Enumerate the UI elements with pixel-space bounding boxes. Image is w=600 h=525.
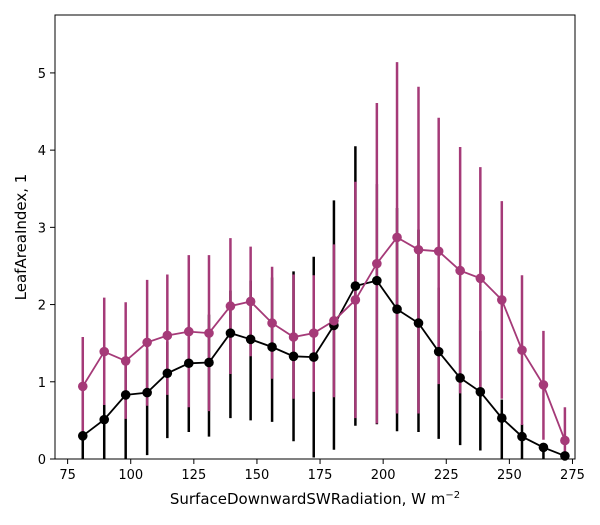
point-s2-13 [350, 295, 361, 305]
point-s1-0 [77, 431, 88, 441]
point-s2-17 [433, 246, 444, 257]
series-line-2 [82, 236, 566, 441]
point-s2-22 [538, 380, 549, 390]
point-s2-21 [517, 345, 527, 355]
point-s2-12 [329, 315, 339, 326]
point-s2-18 [455, 265, 465, 276]
y-tick-label-1: 1 [38, 376, 46, 391]
point-s2-19 [475, 273, 486, 284]
point-s1-23 [560, 451, 570, 461]
x-tick-label-250: 250 [497, 468, 522, 483]
point-s1-11 [308, 352, 319, 362]
point-s1-2 [120, 390, 131, 400]
y-tick-label-3: 3 [38, 221, 46, 236]
point-s2-2 [120, 356, 131, 366]
point-s1-15 [392, 304, 402, 314]
point-s2-14 [372, 258, 382, 269]
x-tick-label-275: 275 [560, 468, 585, 483]
point-s2-5 [183, 326, 194, 337]
point-s1-20 [496, 413, 507, 423]
x-tick-label-175: 175 [308, 468, 333, 483]
y-tick-label-5: 5 [38, 67, 46, 82]
point-s2-10 [288, 332, 299, 342]
point-s1-19 [475, 387, 486, 397]
point-s1-6 [204, 357, 214, 368]
x-tick-label-100: 100 [118, 468, 143, 483]
x-tick-label-125: 125 [181, 468, 206, 483]
point-s2-11 [308, 328, 319, 338]
y-axis-label: LeafAreaIndex, 1 [12, 174, 30, 301]
point-s1-13 [350, 281, 361, 291]
x-axis-label: SurfaceDownwardSWRadiation, W m−2 [170, 490, 460, 508]
x-tick-label-200: 200 [371, 468, 396, 483]
point-s2-8 [245, 296, 256, 307]
point-s1-22 [538, 442, 549, 453]
point-s2-15 [392, 232, 402, 243]
series-line-1 [82, 279, 566, 457]
point-s1-5 [183, 358, 194, 369]
y-tick-label-4: 4 [38, 144, 46, 159]
point-s2-4 [162, 330, 173, 341]
point-s2-3 [142, 337, 152, 348]
point-s1-10 [288, 351, 299, 362]
axes-frame [54, 14, 576, 460]
point-s2-6 [204, 328, 214, 338]
point-s1-17 [433, 346, 444, 357]
point-s1-7 [225, 328, 236, 338]
ticks: 75 100 125 150 175 200 225 250 275 0 1 2 3 4 5 [38, 67, 585, 483]
point-s2-7 [225, 301, 236, 311]
x-axis-label-text: SurfaceDownwardSWRadiation, W m [170, 490, 446, 508]
plot-area [77, 62, 570, 461]
x-axis-label-superscript: −2 [445, 490, 460, 501]
point-s1-1 [99, 414, 110, 425]
point-s2-1 [99, 346, 110, 357]
point-s1-8 [245, 334, 256, 345]
point-s1-14 [372, 275, 382, 286]
point-s1-18 [455, 373, 465, 383]
point-s1-3 [142, 387, 152, 398]
x-tick-label-75: 75 [59, 468, 76, 483]
y-tick-label-2: 2 [38, 299, 46, 314]
point-s2-9 [267, 318, 277, 328]
point-s1-9 [267, 342, 277, 352]
y-tick-label-0: 0 [38, 453, 46, 468]
point-s2-20 [496, 295, 507, 305]
point-s1-16 [413, 318, 424, 328]
point-s2-0 [77, 381, 88, 392]
point-s1-21 [517, 431, 527, 442]
x-tick-label-150: 150 [245, 468, 270, 483]
point-s2-23 [560, 435, 570, 446]
point-s1-4 [162, 368, 173, 379]
x-tick-label-225: 225 [434, 468, 459, 483]
point-s2-16 [413, 244, 424, 255]
